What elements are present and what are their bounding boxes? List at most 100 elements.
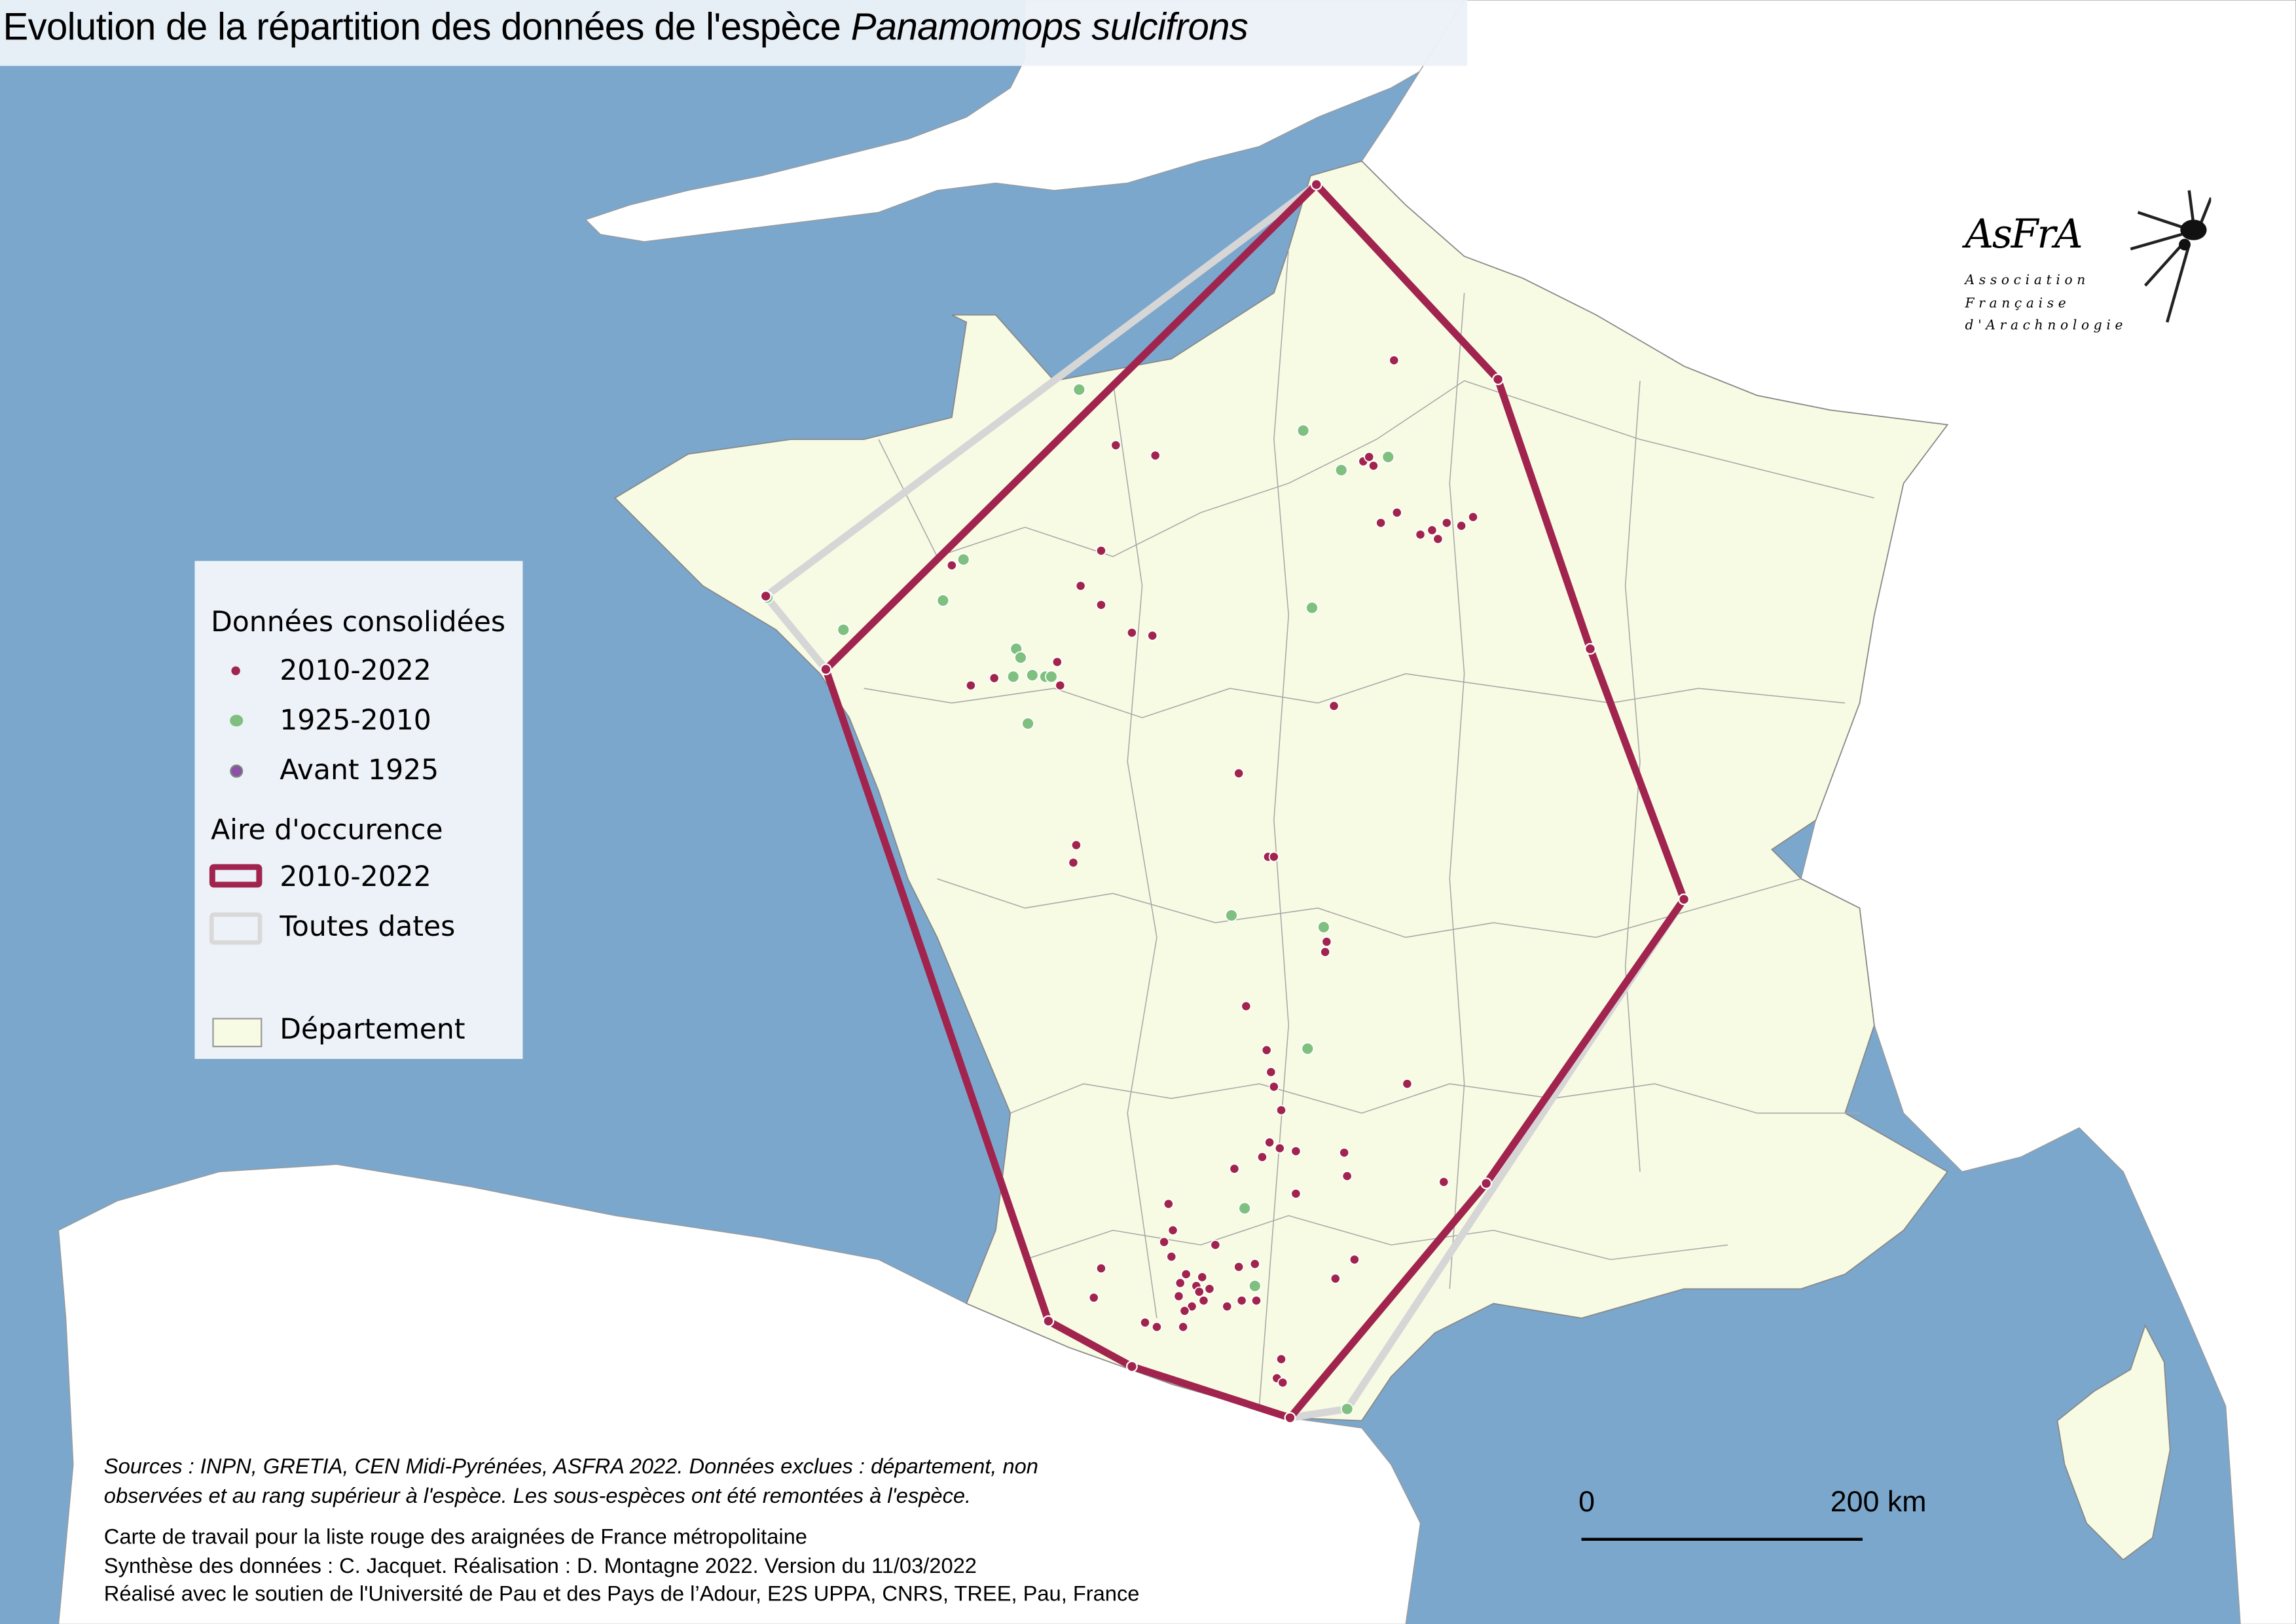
- occurrence-point-1925-2010: [1296, 424, 1310, 437]
- legend-swatch-area-all-dates: [209, 912, 263, 945]
- occurrence-point-2010-2022: [1320, 946, 1331, 957]
- logo-line2: Française: [1965, 297, 2071, 312]
- credits-line: Synthèse des données : C. Jacquet. Réali…: [103, 1555, 977, 1578]
- occurrence-area-vertex: [1042, 1315, 1055, 1327]
- occurrence-point-1925-2010: [1317, 920, 1330, 934]
- occurrence-point-2010-2022: [1095, 545, 1106, 557]
- asfra-logo: AsFrA Association Française d'Arachnolog…: [1962, 183, 2212, 344]
- occurrence-point-2010-2022: [1290, 1188, 1302, 1199]
- occurrence-area-2010-2022: [822, 181, 1688, 1422]
- occurrence-point-2010-2022: [1222, 1301, 1233, 1312]
- occurrence-point-2010-2022: [1275, 1105, 1287, 1116]
- occurrence-point-2010-2022: [1456, 520, 1467, 531]
- occurrence-point-2010-2022: [1250, 1295, 1262, 1306]
- sources-line: Sources : INPN, GRETIA, CEN Midi-Pyrénée…: [103, 1456, 1038, 1479]
- occurrence-point-2010-2022: [1368, 460, 1379, 471]
- occurrence-point-2010-2022: [1249, 1259, 1260, 1270]
- spider-icon: [2130, 190, 2212, 323]
- legend-dot-2010-2022: [231, 666, 240, 676]
- occurrence-area-vertex: [1310, 178, 1322, 191]
- occurrence-point-1925-2010: [1334, 464, 1348, 477]
- occurrence-point-2010-2022: [1432, 534, 1444, 545]
- legend-dot-avant-1925: [230, 764, 244, 778]
- occurrence-area-vertex: [1284, 1412, 1296, 1424]
- legend-label: 1925-2010: [280, 704, 431, 737]
- legend-swatch-department: [212, 1018, 263, 1048]
- occurrence-point-1925-2010: [1305, 601, 1319, 615]
- occurrence-area-vertex: [1480, 1177, 1493, 1190]
- occurrence-point-2010-2022: [1241, 1001, 1252, 1012]
- occurrence-area-vertex: [1584, 642, 1596, 655]
- occurrence-point-2010-2022: [1095, 1263, 1106, 1274]
- occurrence-area-vertex: [759, 590, 772, 602]
- occurrence-point-2010-2022: [1427, 525, 1438, 536]
- occurrence-point-2010-2022: [1391, 507, 1402, 518]
- scale-bar: 0 200 km: [1578, 1486, 1944, 1545]
- occurrence-point-2010-2022: [1139, 1317, 1151, 1328]
- occurrence-point-2010-2022: [1389, 355, 1400, 366]
- legend-label: Département: [280, 1013, 465, 1046]
- france-land: [613, 160, 1949, 1422]
- corsica-land: [2056, 1323, 2171, 1561]
- occurrence-point-2010-2022: [1415, 529, 1426, 540]
- species-name: Panamomops sulcifrons: [850, 4, 1248, 48]
- occurrence-point-2010-2022: [1438, 1176, 1449, 1187]
- occurrence-point-2010-2022: [1233, 767, 1245, 779]
- occurrence-point-2010-2022: [1266, 1067, 1277, 1078]
- occurrence-point-2010-2022: [1275, 1354, 1287, 1365]
- occurrence-point-1925-2010: [936, 594, 950, 607]
- legend: Données consolidées 2010-2022 1925-2010 …: [194, 561, 523, 1060]
- scale-line: [1581, 1538, 1863, 1541]
- occurrence-point-2010-2022: [1179, 1305, 1190, 1316]
- occurrence-point-2010-2022: [1150, 450, 1161, 461]
- occurrence-point-2010-2022: [1197, 1272, 1208, 1283]
- occurrence-point-2010-2022: [1070, 840, 1082, 851]
- occurrence-point-2010-2022: [1274, 1143, 1285, 1154]
- occurrence-point-2010-2022: [1173, 1291, 1184, 1302]
- occurrence-point-2010-2022: [1167, 1225, 1178, 1236]
- occurrence-point-2010-2022: [1068, 857, 1079, 868]
- occurrence-point-1925-2010: [1014, 651, 1027, 665]
- occurrence-point-2010-2022: [946, 560, 957, 571]
- legend-label: 2010-2022: [280, 861, 431, 894]
- map-title: Evolution de la répartition des données …: [0, 0, 1468, 66]
- credits-line: Réalisé avec le soutien de l'Université …: [103, 1583, 1140, 1607]
- legend-area-heading: Aire d'occurence: [211, 814, 443, 847]
- occurrence-point-2010-2022: [1075, 580, 1086, 591]
- occurrence-point-2010-2022: [1159, 1236, 1170, 1247]
- occurrence-point-2010-2022: [1210, 1240, 1221, 1251]
- occurrence-point-2010-2022: [1147, 630, 1158, 641]
- occurrence-area-vertex: [1125, 1360, 1138, 1373]
- occurrence-point-2010-2022: [1198, 1295, 1209, 1306]
- occurrence-area-vertex: [820, 663, 832, 676]
- occurrence-point-2010-2022: [1194, 1286, 1205, 1297]
- occurrence-point-1925-2010: [1381, 450, 1395, 464]
- occurrence-point-2010-2022: [1088, 1292, 1099, 1303]
- legend-label: Avant 1925: [280, 754, 439, 787]
- occurrence-point-2010-2022: [1055, 680, 1066, 691]
- occurrence-point-1925-2010: [1025, 669, 1039, 682]
- occurrence-point-2010-2022: [1175, 1278, 1186, 1289]
- occurrence-point-1925-2010: [837, 623, 850, 637]
- occurrence-point-2010-2022: [1441, 517, 1452, 528]
- occurrence-point-2010-2022: [1330, 1273, 1341, 1284]
- occurrence-point-2010-2022: [1151, 1321, 1162, 1333]
- occurrence-point-2010-2022: [1256, 1151, 1268, 1162]
- occurrence-point-2010-2022: [1349, 1254, 1360, 1265]
- occurrence-point-1925-2010: [1238, 1202, 1251, 1215]
- occurrence-point-2010-2022: [1110, 439, 1121, 451]
- occurrence-point-2010-2022: [1467, 511, 1479, 523]
- sources-line: observées et au rang supérieur à l'espèc…: [103, 1485, 972, 1509]
- credits: Carte de travail pour la liste rouge des…: [104, 1524, 1140, 1610]
- occurrence-point-2010-2022: [1180, 1268, 1192, 1280]
- occurrence-point-2010-2022: [1402, 1079, 1413, 1090]
- title-text: Evolution de la répartition des données …: [3, 4, 851, 48]
- occurrence-point-2010-2022: [1261, 1044, 1272, 1056]
- occurrence-point-2010-2022: [1328, 700, 1339, 712]
- scale-start: 0: [1578, 1486, 1595, 1519]
- occurrence-point-1925-2010: [957, 553, 970, 566]
- occurrence-area-vertex: [1492, 373, 1504, 386]
- occurrence-point-2010-2022: [1364, 451, 1375, 462]
